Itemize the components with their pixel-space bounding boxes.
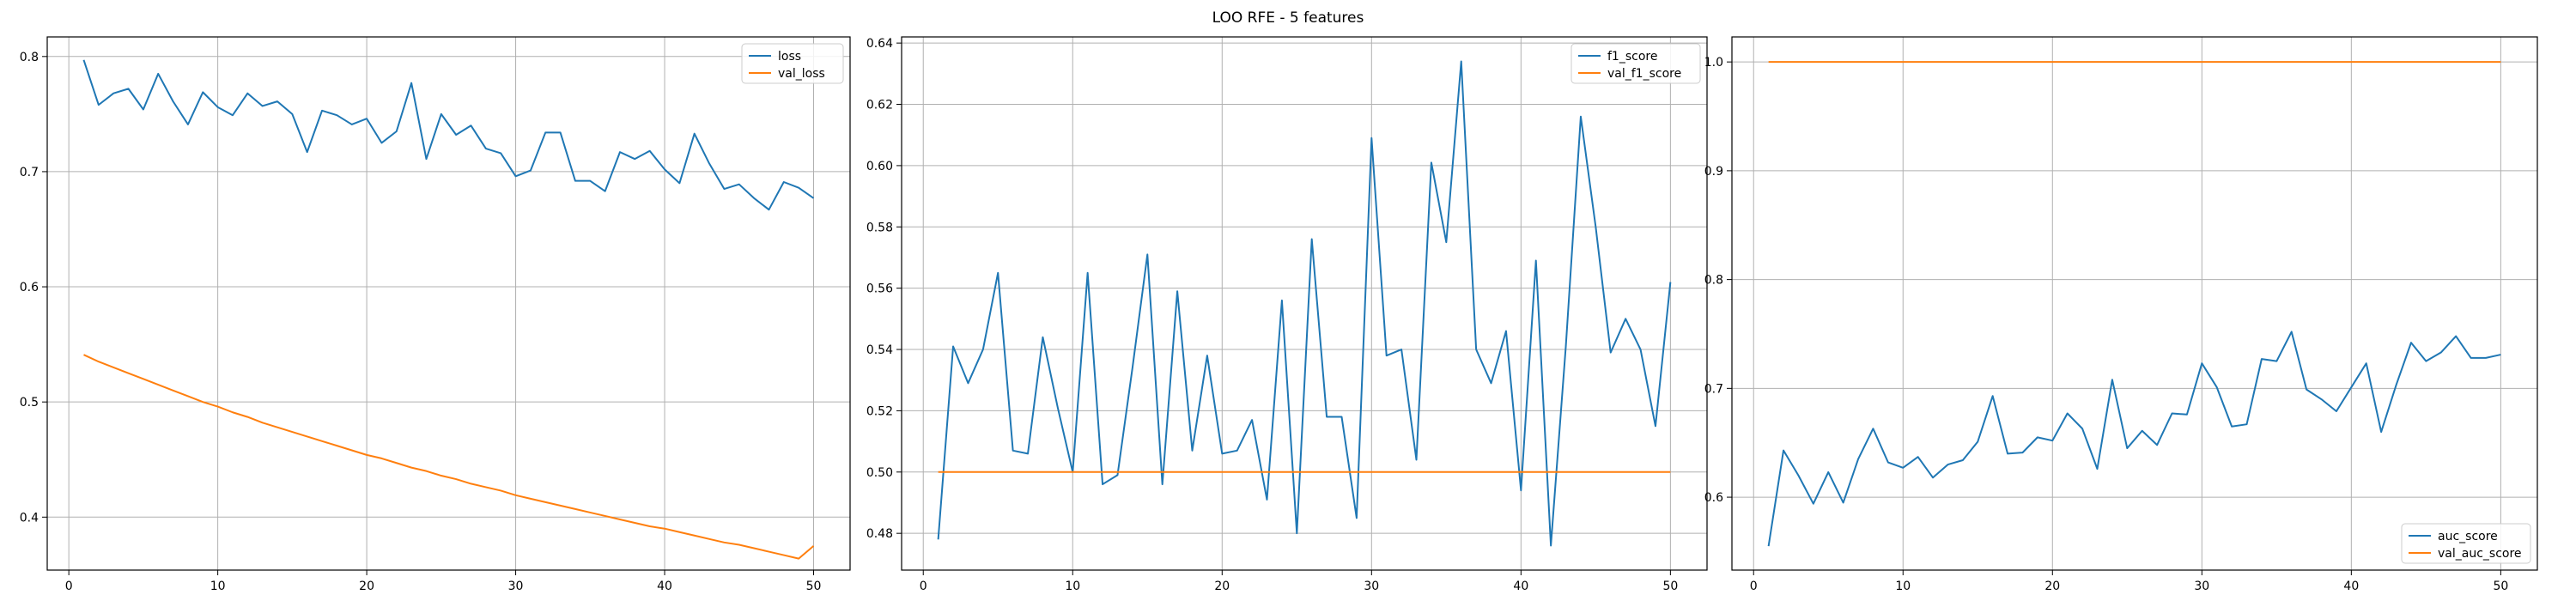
legend-label: val_loss: [778, 67, 825, 81]
y-tick-label: 0.6: [20, 281, 39, 294]
y-tick-label: 0.6: [1704, 491, 1723, 505]
legend: auc_score val_auc_score: [2401, 523, 2531, 564]
series-line-f1-score: [937, 60, 1672, 547]
x-tick-label: 50: [1662, 580, 1678, 593]
x-tick-label: 0: [920, 580, 927, 593]
x-tick-label: 0: [65, 580, 73, 593]
series-line-loss: [82, 59, 815, 211]
subplots: 0 10 20 30 40 50 0.4 0.5 0.6 0.7 0.8 loss val_loss 0 1…: [20, 36, 2538, 593]
legend: loss val_loss: [741, 43, 844, 84]
y-tick-label: 0.8: [1704, 274, 1723, 288]
y-tick-label: 0.54: [866, 343, 893, 357]
x-tick-label: 40: [657, 580, 672, 593]
x-tick-label: 50: [806, 580, 822, 593]
axes-frame: [1731, 36, 2538, 571]
subplot-1: 0 10 20 30 40 50 0.4 0.5 0.6 0.7 0.8 loss val_loss: [20, 36, 851, 593]
x-tick-label: 40: [1513, 580, 1528, 593]
x-tick-label: 0: [1750, 580, 1758, 593]
y-tick-label: 0.7: [1704, 382, 1723, 396]
y-tick-label: 0.7: [20, 166, 39, 179]
y-tick-label: 0.64: [866, 37, 893, 51]
y-tick-label: 0.52: [866, 404, 893, 418]
x-tick-label: 40: [2343, 580, 2359, 593]
x-tick-label: 30: [508, 580, 524, 593]
y-tick-label: 0.62: [866, 99, 893, 112]
series-line-auc-score: [1767, 331, 2501, 547]
subplot-2: 0 10 20 30 40 50 0.48 0.50 0.52 0.54 0.56 0.58 0.60 0…: [866, 36, 1708, 593]
y-tick-label: 0.58: [866, 221, 893, 234]
legend-label: val_f1_score: [1607, 67, 1681, 81]
x-tick-label: 30: [2194, 580, 2209, 593]
y-tick-label: 0.50: [866, 466, 893, 480]
x-tick-label: 10: [1065, 580, 1080, 593]
y-tick-label: 0.8: [20, 51, 39, 64]
axes-frame: [901, 36, 1708, 571]
x-tick-label: 20: [1214, 580, 1230, 593]
legend-label: loss: [778, 50, 801, 64]
legend-label: auc_score: [2438, 530, 2498, 543]
x-tick-label: 50: [2493, 580, 2508, 593]
y-tick-label: 0.56: [866, 282, 893, 296]
y-tick-label: 0.48: [866, 527, 893, 541]
legend: f1_score val_f1_score: [1571, 43, 1701, 84]
subplot-3: 0 10 20 30 40 50 0.6 0.7 0.8 0.9 1.0 auc_score val_a…: [1704, 36, 2538, 593]
legend-box: [1571, 43, 1701, 84]
legend-label: val_auc_score: [2438, 547, 2522, 561]
y-tick-label: 0.4: [20, 511, 39, 525]
y-tick-label: 1.0: [1704, 56, 1723, 70]
figure-title: LOO RFE - 5 features: [1212, 9, 1364, 27]
y-tick-label: 0.5: [20, 396, 39, 410]
y-tick-label: 0.60: [866, 160, 893, 173]
legend-box: [2401, 523, 2531, 564]
y-tick-label: 0.9: [1704, 165, 1723, 179]
x-tick-label: 10: [1895, 580, 1911, 593]
axes-frame: [46, 36, 851, 571]
x-tick-label: 20: [2044, 580, 2060, 593]
legend-label: f1_score: [1607, 50, 1657, 64]
x-tick-label: 10: [210, 580, 226, 593]
series-line-val-loss: [83, 354, 815, 560]
x-tick-label: 30: [1364, 580, 1379, 593]
x-tick-label: 20: [359, 580, 374, 593]
